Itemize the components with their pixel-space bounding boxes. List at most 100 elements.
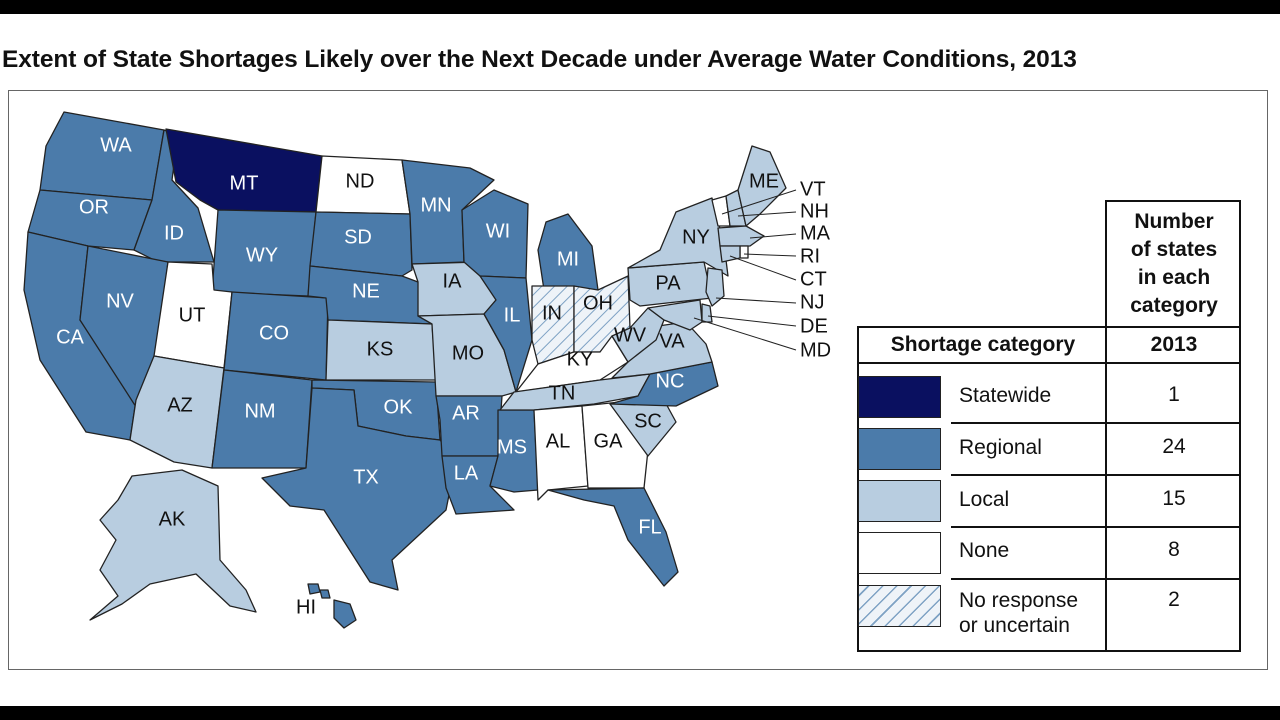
state-MD (647, 299, 703, 331)
callout-label-VT: VT (800, 178, 826, 200)
label-KS: KS (367, 338, 394, 360)
leader-RI (743, 253, 797, 257)
label-MI: MI (557, 248, 579, 270)
label-OH: OH (583, 292, 613, 314)
year-header: 2013 (1150, 333, 1198, 356)
callout-label-RI: RI (800, 245, 820, 267)
callout-label-MD: MD (800, 339, 831, 361)
label-HI: HI (296, 596, 316, 618)
legend-label-uncertain: No response or uncertain (959, 589, 1079, 637)
state-OR (27, 189, 153, 251)
label-FL: FL (638, 516, 661, 538)
state-CT (719, 245, 741, 263)
swatch-none (858, 532, 941, 574)
leader-MD (693, 317, 797, 351)
callout-leaders (693, 189, 797, 351)
label-ME: ME (749, 170, 779, 192)
label-OK: OK (384, 396, 414, 418)
legend-header-rule-top (857, 326, 1241, 328)
label-IL: IL (504, 304, 521, 326)
callout-labels: VT NH MA RI CT NJ DE MD (800, 178, 831, 361)
label-AZ: AZ (167, 394, 193, 416)
callout-label-NH: NH (800, 200, 829, 222)
label-IA: IA (443, 270, 463, 292)
label-WI: WI (486, 220, 510, 242)
leader-NH (737, 211, 797, 217)
label-VA: VA (659, 330, 685, 352)
legend-count-uncertain: 2 (1168, 588, 1180, 611)
label-MN: MN (420, 194, 451, 216)
legend-top-border (1105, 200, 1241, 202)
label-CO: CO (259, 322, 289, 344)
label-SD: SD (344, 226, 372, 248)
label-ND: ND (346, 170, 375, 192)
label-TX: TX (353, 466, 379, 488)
legend-count-none: 8 (1168, 538, 1180, 561)
callout-label-DE: DE (800, 315, 828, 337)
legend-label-none: None (959, 539, 1010, 562)
state-HI-islets (307, 583, 331, 599)
legend-header-rule-bottom (857, 362, 1241, 364)
state-DE (701, 303, 713, 323)
state-RI (739, 245, 749, 259)
state-TX (261, 387, 457, 591)
label-UT: UT (179, 304, 206, 326)
category-header: Shortage category (890, 333, 1076, 356)
label-WA: WA (100, 134, 132, 156)
label-IN: IN (542, 302, 562, 324)
label-GA: GA (594, 430, 624, 452)
label-OR: OR (79, 196, 109, 218)
label-SC: SC (634, 410, 662, 432)
label-NC: NC (656, 370, 685, 392)
swatch-uncertain (858, 585, 941, 627)
leader-NJ (715, 297, 797, 304)
count-header-line-4: category (1130, 294, 1218, 317)
legend-row-rule-1 (951, 422, 1241, 424)
label-TN: TN (549, 382, 576, 404)
legend-count-statewide: 1 (1168, 383, 1180, 406)
state-AK (89, 469, 257, 621)
swatch-statewide (858, 376, 941, 418)
legend-table: Number of states in each category Shorta… (857, 200, 1241, 652)
state-NY (627, 197, 729, 277)
label-WV: WV (614, 324, 647, 346)
label-AK: AK (159, 508, 186, 530)
label-MO: MO (452, 342, 484, 364)
state-TN (499, 373, 651, 411)
label-PA: PA (655, 272, 681, 294)
state-AL (533, 405, 589, 501)
label-NY: NY (682, 226, 710, 248)
state-MA (717, 225, 765, 247)
count-header: Number of states in each category (1107, 208, 1241, 320)
page-title: Extent of State Shortages Likely over th… (2, 46, 1077, 73)
count-header-line-1: Number (1134, 210, 1214, 233)
legend-count-local: 15 (1162, 487, 1186, 510)
state-IL (479, 275, 533, 393)
callout-label-CT: CT (800, 268, 827, 290)
legend-row-rule-3 (951, 526, 1241, 528)
legend-label-local: Local (959, 488, 1010, 511)
state-SD (309, 211, 413, 277)
state-HI (333, 599, 357, 629)
leader-MA (749, 233, 797, 239)
state-FL (547, 487, 679, 587)
label-AR: AR (452, 402, 480, 424)
state-labels: WA OR CA ID NV MT WY UT AZ CO NM ND SD N… (56, 134, 779, 618)
label-NM: NM (244, 400, 275, 422)
label-MT: MT (230, 172, 259, 194)
legend-right-border (1239, 200, 1241, 652)
legend-row-rule-4 (951, 578, 1241, 580)
label-AL: AL (546, 430, 570, 452)
legend-label-statewide: Statewide (959, 384, 1052, 407)
figure-border (8, 90, 1268, 670)
leader-VT (721, 189, 797, 215)
count-header-line-2: of states (1130, 238, 1218, 261)
label-ID: ID (164, 222, 184, 244)
label-MS: MS (497, 436, 527, 458)
label-KY: KY (567, 348, 594, 370)
legend-row-rule-2 (951, 474, 1241, 476)
count-header-line-3: in each (1137, 266, 1211, 289)
legend-label-regional: Regional (959, 436, 1042, 459)
label-NE: NE (352, 280, 380, 302)
